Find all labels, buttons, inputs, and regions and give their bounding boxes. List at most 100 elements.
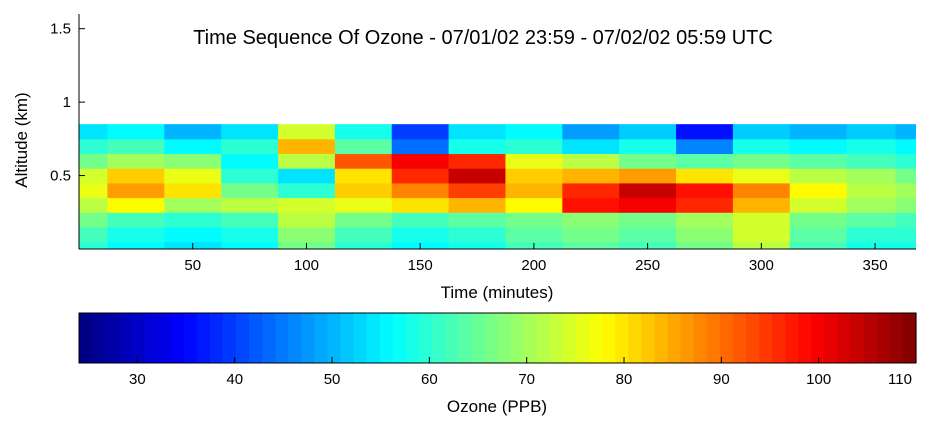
colorbar-tick-label: 80 bbox=[616, 371, 633, 388]
heatmap-cell bbox=[846, 124, 897, 140]
heatmap-cell bbox=[619, 153, 677, 169]
colorbar-segment bbox=[785, 313, 799, 363]
colorbar-segment bbox=[170, 313, 185, 363]
heatmap-cell bbox=[278, 153, 336, 169]
heatmap-cell bbox=[79, 226, 108, 243]
x-tick-label: 50 bbox=[184, 257, 201, 274]
colorbar-segments bbox=[79, 313, 917, 363]
heatmap-cell bbox=[391, 197, 450, 213]
colorbar-segment bbox=[654, 313, 669, 363]
heatmap-cell bbox=[676, 138, 734, 155]
colorbar-segment bbox=[353, 313, 368, 363]
heatmap-cell bbox=[107, 124, 165, 140]
heatmap-cell bbox=[334, 226, 393, 243]
colorbar-segment bbox=[902, 313, 917, 363]
heatmap-cell bbox=[221, 124, 279, 140]
heatmap-cell bbox=[895, 182, 916, 199]
heatmap-cell bbox=[846, 138, 897, 155]
heatmap-cell bbox=[676, 124, 734, 140]
heatmap-cell bbox=[448, 138, 506, 155]
colorbar-segment bbox=[379, 313, 394, 363]
heatmap-cell bbox=[79, 168, 108, 184]
heatmap-cell bbox=[107, 212, 165, 228]
x-tick-label: 250 bbox=[635, 257, 660, 274]
colorbar-segment bbox=[837, 313, 852, 363]
heatmap-cell bbox=[676, 153, 734, 169]
heatmap-cell bbox=[895, 212, 916, 228]
heatmap-cell bbox=[895, 124, 916, 140]
heatmap-cell bbox=[448, 168, 506, 184]
heatmap-cell bbox=[505, 124, 563, 140]
colorbar-segment bbox=[667, 313, 682, 363]
heatmap-cell bbox=[107, 153, 165, 169]
heatmap-cell bbox=[391, 182, 450, 199]
heatmap-cell bbox=[221, 241, 279, 249]
chart-title: Time Sequence Of Ozone - 07/01/02 23:59 … bbox=[193, 27, 773, 49]
heatmap-cell bbox=[334, 153, 393, 169]
x-tick-label: 200 bbox=[521, 257, 546, 274]
colorbar: 30 40 50 60 70 80 90 100 110 bbox=[78, 312, 917, 388]
heatmap-cell bbox=[619, 182, 677, 199]
heatmap-cell bbox=[676, 226, 734, 243]
colorbar-segment bbox=[118, 313, 132, 363]
heatmap-cell bbox=[334, 182, 393, 199]
heatmap-cell bbox=[164, 182, 222, 199]
heatmap-cell bbox=[79, 138, 108, 155]
heatmap-cell bbox=[79, 212, 108, 228]
colorbar-segment bbox=[314, 313, 329, 363]
colorbar-segment bbox=[497, 313, 512, 363]
heatmap-cell bbox=[562, 168, 620, 184]
colorbar-segment bbox=[105, 313, 119, 363]
x-axis-ticks: 50 100 150 200 250 300 350 bbox=[184, 243, 888, 274]
colorbar-segment bbox=[811, 313, 826, 363]
colorbar-segment bbox=[222, 313, 237, 363]
colorbar-segment bbox=[288, 313, 302, 363]
colorbar-segment bbox=[628, 313, 642, 363]
heatmap-cells bbox=[79, 124, 916, 249]
colorbar-segment bbox=[392, 313, 407, 363]
colorbar-segment bbox=[510, 313, 525, 363]
x-tick-label: 350 bbox=[863, 257, 888, 274]
heatmap-cell bbox=[221, 197, 279, 213]
heatmap-cell bbox=[278, 226, 336, 243]
heatmap-cell bbox=[789, 182, 848, 199]
heatmap-cell bbox=[562, 241, 620, 249]
heatmap-cell bbox=[505, 197, 563, 213]
heatmap-cell bbox=[562, 124, 620, 140]
colorbar-segment bbox=[589, 313, 603, 363]
heatmap-cell bbox=[505, 182, 563, 199]
colorbar-tick-label: 50 bbox=[324, 371, 341, 388]
colorbar-segment bbox=[575, 313, 590, 363]
colorbar-segment bbox=[196, 313, 211, 363]
heatmap-cell bbox=[505, 138, 563, 155]
heatmap-cell bbox=[895, 226, 916, 243]
heatmap-cell bbox=[278, 212, 336, 228]
colorbar-segment bbox=[745, 313, 760, 363]
heatmap-cell bbox=[562, 153, 620, 169]
heatmap-cell bbox=[619, 212, 677, 228]
heatmap-cell bbox=[846, 168, 897, 184]
colorbar-tick-label: 90 bbox=[713, 371, 730, 388]
colorbar-segment bbox=[92, 313, 106, 363]
heatmap-cell bbox=[79, 182, 108, 199]
heatmap-cell bbox=[164, 197, 222, 213]
colorbar-segment bbox=[301, 313, 316, 363]
colorbar-segment bbox=[275, 313, 289, 363]
heatmap-cell bbox=[732, 182, 791, 199]
heatmap-cell bbox=[505, 168, 563, 184]
colorbar-segment bbox=[549, 313, 564, 363]
colorbar-segment bbox=[484, 313, 499, 363]
heatmap-cell bbox=[79, 197, 108, 213]
heatmap-cell bbox=[505, 153, 563, 169]
heatmap-cell bbox=[732, 226, 791, 243]
heatmap-cell bbox=[562, 138, 620, 155]
colorbar-segment bbox=[144, 313, 159, 363]
heatmap-cell bbox=[334, 197, 393, 213]
colorbar-segment bbox=[445, 313, 459, 363]
heatmap-cell bbox=[895, 197, 916, 213]
x-tick-label: 100 bbox=[294, 257, 319, 274]
heatmap-cell bbox=[789, 168, 848, 184]
heatmap-cell bbox=[562, 212, 620, 228]
heatmap-cell bbox=[448, 241, 506, 249]
